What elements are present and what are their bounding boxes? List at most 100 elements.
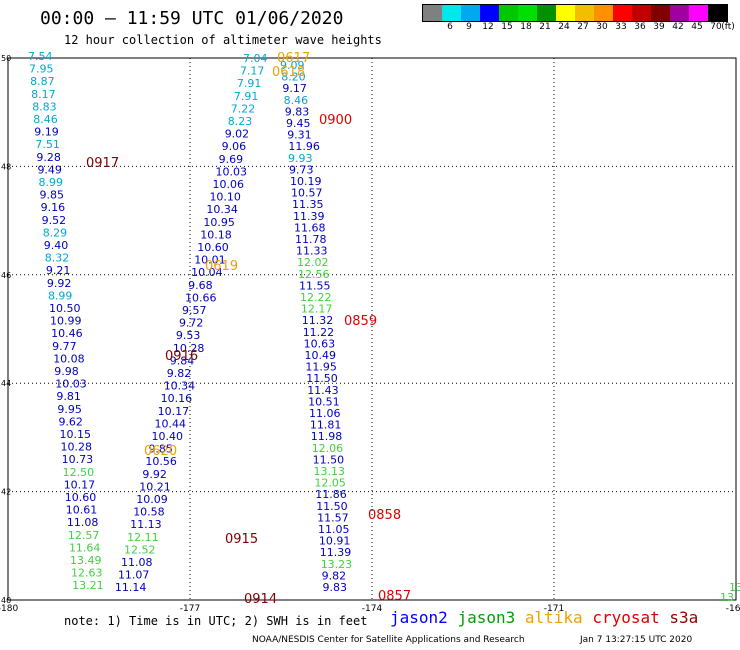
track-b-value: 11.14	[115, 581, 146, 594]
lon-tick-label: -180	[0, 604, 18, 614]
time-label: 0916	[165, 349, 198, 364]
lat-tick-label: 42	[1, 488, 11, 497]
track-c-value: 11.81	[310, 419, 342, 432]
track-c-value: 9.17	[282, 82, 307, 95]
lon-tick-label: -171	[544, 604, 564, 614]
track-c-value: 9.93	[288, 152, 313, 165]
track-c-value: 12.02	[297, 256, 329, 269]
track-c-value: 11.39	[293, 210, 325, 223]
colorbar-label: 70	[710, 22, 722, 32]
legend-cryosat: cryosat	[592, 608, 660, 627]
track-b-value: 9.06	[222, 140, 247, 153]
track-b-value: 11.07	[118, 569, 150, 582]
lat-tick-label: 50	[1, 54, 11, 63]
time-label: 0620	[144, 444, 177, 459]
time-label: 0618	[272, 65, 305, 80]
lat-tick-label: 48	[1, 162, 11, 171]
track-a-value: 9.85	[40, 189, 65, 202]
track-b-value: 9.53	[176, 329, 201, 342]
track-b-value: 9.57	[182, 304, 207, 317]
track-b-value: 10.60	[197, 241, 229, 254]
time-label: 0900	[319, 113, 352, 128]
track-c-value: 11.05	[318, 523, 350, 536]
track-b-value: 9.82	[167, 367, 192, 380]
colorbar-label: 39	[653, 22, 665, 32]
track-c-value: 11.43	[307, 384, 339, 397]
satellite-legend: jason2 jason3 altika cryosat s3a	[390, 608, 698, 627]
colorbar-label: 12	[482, 22, 494, 32]
track-b-value: 10.44	[155, 417, 187, 430]
track-a-value: 8.87	[30, 75, 54, 88]
track-c-value: 11.57	[317, 511, 349, 524]
track-a-value: 9.21	[46, 264, 71, 277]
colorbar-swatch	[594, 5, 613, 21]
colorbar-label: 36	[634, 22, 646, 32]
track-c-value: 8.46	[284, 94, 309, 107]
time-label: 0917	[86, 156, 119, 171]
track-b-value: 7.91	[234, 90, 259, 103]
track-c-value: 11.22	[303, 326, 335, 339]
footer-note: note: 1) Time is in UTC; 2) SWH is in fe…	[64, 614, 368, 628]
time-label: 0858	[368, 508, 401, 523]
lon-tick-label: -177	[180, 604, 200, 614]
colorbar-swatch	[518, 5, 537, 21]
colorbar-swatch	[556, 5, 575, 21]
track-b-value: 10.16	[161, 392, 193, 405]
track-a-value: 10.03	[55, 378, 87, 391]
track-a-value: 9.81	[56, 390, 81, 403]
track-a-value: 8.99	[39, 176, 64, 189]
track-a-value: 9.28	[36, 151, 61, 164]
colorbar-swatch	[423, 5, 442, 21]
track-b-value: 11.08	[121, 556, 153, 569]
track-c-value: 12.22	[300, 291, 332, 304]
time-label: 0859	[344, 314, 377, 329]
track-c-value: 13.13	[314, 465, 346, 478]
track-c-value: 11.98	[311, 430, 343, 443]
legend-altika: altika	[524, 608, 583, 627]
track-a-value: 10.99	[50, 315, 82, 328]
legend-jason3: jason3	[457, 608, 516, 627]
track-c-value: 10.49	[305, 349, 337, 362]
track-b-value: 9.85	[148, 443, 173, 456]
track-a-value: 9.16	[41, 201, 66, 214]
page-subtitle: 12 hour collection of altimeter wave hei…	[64, 33, 382, 47]
track-b-value: 10.01	[194, 254, 226, 267]
colorbar	[422, 4, 728, 22]
track-a-value: 9.98	[54, 365, 79, 378]
legend-s3a: s3a	[669, 608, 699, 627]
track-c-value: 11.96	[288, 140, 320, 153]
track-c-value: 11.78	[295, 233, 327, 246]
track-a-value: 8.46	[33, 113, 58, 126]
track-b-value: 12.52	[124, 543, 156, 556]
track-a-value: 10.28	[61, 441, 93, 454]
track-b-value: 11.13	[130, 518, 162, 531]
track-a-value: 10.73	[62, 453, 94, 466]
lat-tick-label: 44	[1, 379, 11, 388]
track-b-value: 9.02	[225, 128, 250, 141]
colorbar-swatch	[632, 5, 651, 21]
page-title: 00:00 – 11:59 UTC 01/06/2020	[40, 8, 344, 29]
track-a-value: 7.54	[28, 50, 53, 63]
colorbar-label: 42	[672, 22, 684, 32]
track-a-value: 8.32	[45, 252, 70, 265]
track-b-value: 10.21	[139, 480, 171, 493]
track-b-value: 10.66	[185, 291, 217, 304]
track-b-value: 7.91	[237, 77, 262, 90]
track-c-value: 9.45	[286, 117, 311, 130]
track-b-value: 8.23	[228, 115, 253, 128]
track-b-value: 10.56	[145, 455, 177, 468]
colorbar-label: 33	[615, 22, 627, 32]
track-b-value: 12.11	[127, 531, 159, 544]
colorbar-swatch	[537, 5, 556, 21]
track-c-value: 9.82	[322, 569, 347, 582]
footer-credit: NOAA/NESDIS Center for Satellite Applica…	[252, 635, 525, 645]
track-a-value: 12.57	[68, 529, 100, 542]
track-a-value: 8.17	[31, 88, 56, 101]
track-c-value: 12.05	[314, 477, 346, 490]
track-b-value: 10.09	[136, 493, 168, 506]
track-c-value: 11.33	[296, 245, 328, 258]
time-label: 0857	[378, 589, 411, 604]
track-c-value: 11.50	[306, 372, 338, 385]
track-a-value: 7.51	[35, 138, 60, 151]
lon-tick-label: -168	[726, 604, 740, 614]
